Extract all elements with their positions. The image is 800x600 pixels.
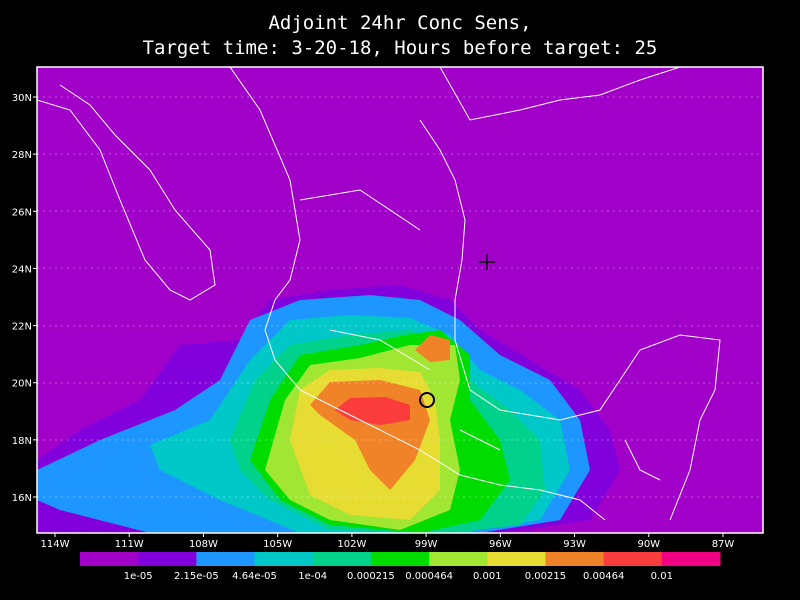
lat-label: 28N [12, 150, 32, 161]
colorbar-label: 0.00215 [525, 571, 566, 582]
colorbar-label: 2.15e-05 [174, 571, 219, 582]
map-field [37, 67, 763, 533]
source-marker [419, 392, 435, 408]
colorbar-swatch [429, 552, 488, 566]
colorbar-swatch [661, 552, 721, 566]
lat-label: 24N [12, 264, 32, 275]
colorbar-swatch [196, 552, 256, 566]
lat-label: 22N [12, 322, 32, 333]
lat-label: 26N [12, 207, 32, 218]
colorbar-label: 4.64e-05 [232, 571, 277, 582]
contour-level [415, 335, 450, 362]
colorbar-swatch [370, 552, 430, 566]
lon-label: 90W [637, 539, 660, 550]
lon-label: 96W [489, 539, 512, 550]
colorbar-swatch [138, 552, 197, 566]
colorbar-label: 0.000464 [405, 571, 453, 582]
lon-label: 105W [263, 539, 292, 550]
colorbar-swatch [80, 552, 139, 566]
lat-label: 18N [12, 436, 32, 447]
colorbar-label: 1e-05 [124, 571, 153, 582]
colorbar-label: 1e-04 [298, 571, 327, 582]
lon-label: 108W [189, 539, 218, 550]
lon-label: 93W [563, 539, 586, 550]
colorbar-label: 0.001 [473, 571, 502, 582]
map-frame [36, 66, 764, 534]
colorbar-swatch [312, 552, 372, 566]
lat-label: 20N [12, 379, 32, 390]
grid [37, 96, 763, 498]
colorbar-swatch [603, 552, 663, 566]
target-marker [479, 254, 495, 270]
lat-label: 30N [12, 93, 32, 104]
lon-label: 102W [337, 539, 366, 550]
lon-label: 87W [712, 539, 735, 550]
lon-label: 114W [41, 539, 70, 550]
lon-label: 111W [115, 539, 144, 550]
colorbar-label: 0.00464 [583, 571, 624, 582]
colorbar-swatch [254, 552, 314, 566]
colorbar-label: 0.000215 [347, 571, 395, 582]
coastline [37, 67, 721, 521]
colorbar-label: 0.01 [651, 571, 673, 582]
contour-level [335, 397, 410, 425]
title-line: Adjoint 24hr Conc Sens, [268, 12, 531, 34]
lat-label: 16N [12, 493, 32, 504]
colorbar-swatch [545, 552, 605, 566]
title-line: Target time: 3-20-18, Hours before targe… [143, 37, 658, 59]
lon-label: 99W [415, 539, 438, 550]
colorbar-swatch [487, 552, 546, 566]
